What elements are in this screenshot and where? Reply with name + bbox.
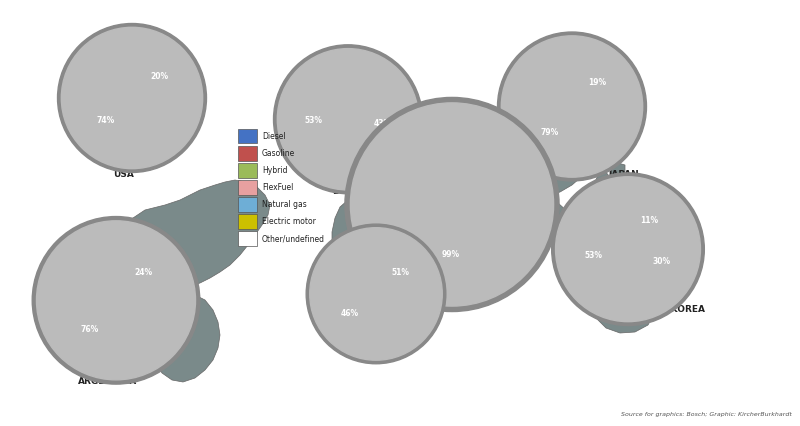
Text: Source for graphics: Bosch; Graphic: KircherBurkhardt: Source for graphics: Bosch; Graphic: Kir… — [621, 412, 792, 417]
Bar — [238, 146, 257, 161]
Circle shape — [32, 216, 200, 384]
Text: 79%: 79% — [540, 128, 558, 137]
Text: 46%: 46% — [341, 309, 359, 318]
Wedge shape — [70, 36, 132, 98]
Wedge shape — [563, 210, 628, 310]
Text: 30%: 30% — [652, 257, 670, 266]
Wedge shape — [69, 35, 195, 161]
Wedge shape — [45, 229, 187, 371]
Wedge shape — [570, 43, 574, 106]
Bar — [238, 214, 257, 229]
Text: 11%: 11% — [640, 216, 658, 225]
Text: CHINA: CHINA — [484, 268, 516, 277]
Text: 74%: 74% — [96, 116, 114, 125]
Text: 24%: 24% — [134, 268, 152, 277]
Circle shape — [345, 98, 559, 311]
Text: INDIA: INDIA — [354, 332, 382, 341]
Wedge shape — [376, 294, 417, 339]
Polygon shape — [150, 293, 220, 382]
Polygon shape — [466, 200, 506, 250]
Wedge shape — [118, 35, 132, 98]
Circle shape — [350, 103, 554, 306]
Text: Natural gas: Natural gas — [262, 200, 306, 209]
Wedge shape — [362, 114, 542, 295]
Wedge shape — [341, 235, 435, 331]
Circle shape — [58, 23, 206, 173]
Text: FlexFuel: FlexFuel — [262, 183, 294, 192]
Wedge shape — [614, 184, 630, 249]
Circle shape — [306, 224, 446, 364]
Text: 76%: 76% — [81, 325, 98, 334]
Text: 19%: 19% — [588, 78, 606, 87]
Wedge shape — [606, 185, 693, 314]
Bar — [238, 231, 257, 246]
Circle shape — [37, 221, 195, 380]
Text: 43%: 43% — [374, 119, 391, 128]
Wedge shape — [438, 114, 452, 204]
Bar — [238, 197, 257, 212]
Text: 53%: 53% — [304, 116, 322, 125]
Text: 53%: 53% — [584, 251, 602, 260]
Text: Electric motor: Electric motor — [262, 217, 316, 226]
Text: Diesel: Diesel — [262, 132, 286, 141]
Polygon shape — [413, 132, 585, 202]
Text: EU 15: EU 15 — [334, 187, 362, 196]
Wedge shape — [45, 230, 116, 302]
Circle shape — [498, 32, 646, 181]
Polygon shape — [610, 163, 625, 180]
Circle shape — [278, 49, 418, 190]
Wedge shape — [336, 56, 411, 182]
Circle shape — [502, 36, 642, 177]
Wedge shape — [285, 58, 348, 181]
Text: JAPAN: JAPAN — [609, 170, 639, 179]
Circle shape — [62, 27, 202, 169]
Polygon shape — [540, 200, 572, 240]
Text: Gasoline: Gasoline — [262, 149, 295, 158]
Bar — [238, 129, 257, 144]
Wedge shape — [376, 294, 422, 334]
Wedge shape — [577, 186, 628, 249]
Wedge shape — [109, 229, 116, 300]
Wedge shape — [562, 43, 572, 106]
Wedge shape — [628, 184, 638, 249]
Wedge shape — [130, 35, 134, 98]
Text: 51%: 51% — [391, 268, 410, 277]
Wedge shape — [346, 56, 350, 119]
Polygon shape — [332, 192, 403, 278]
Text: SOUTH KOREA: SOUTH KOREA — [631, 305, 705, 314]
Text: Other/undefined: Other/undefined — [262, 234, 325, 243]
Text: USA: USA — [114, 170, 134, 179]
Wedge shape — [338, 56, 348, 119]
Wedge shape — [509, 43, 635, 170]
Wedge shape — [510, 44, 572, 106]
Circle shape — [552, 173, 704, 325]
Polygon shape — [95, 180, 270, 295]
Circle shape — [555, 177, 701, 322]
Polygon shape — [588, 285, 655, 333]
Wedge shape — [443, 114, 452, 204]
Text: BRAZIL
ARGENTINA: BRAZIL ARGENTINA — [78, 366, 138, 386]
Wedge shape — [69, 91, 132, 103]
Text: 20%: 20% — [150, 72, 168, 81]
Bar — [238, 163, 257, 178]
Circle shape — [274, 45, 422, 194]
Bar — [238, 180, 257, 195]
Wedge shape — [376, 294, 419, 337]
Wedge shape — [330, 57, 348, 119]
Text: Hybrid: Hybrid — [262, 166, 287, 175]
Polygon shape — [355, 148, 412, 192]
Circle shape — [310, 227, 442, 360]
Text: 99%: 99% — [442, 250, 460, 259]
Polygon shape — [595, 172, 610, 187]
Wedge shape — [317, 246, 414, 353]
